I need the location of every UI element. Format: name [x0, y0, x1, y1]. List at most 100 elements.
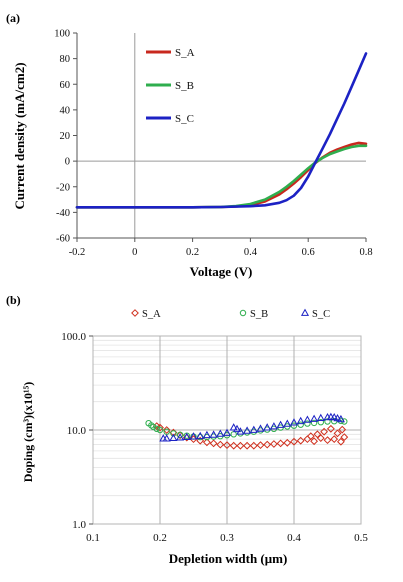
data-point-s-c	[269, 422, 278, 430]
data-point-s-a	[306, 432, 315, 441]
data-point-s-c	[263, 423, 272, 431]
data-point-s-a	[290, 437, 298, 446]
data-point-s-a	[236, 441, 245, 450]
y-tick-label: -60	[56, 234, 70, 245]
panel-a-x-axis-title: Voltage (V)	[190, 264, 253, 279]
data-point-s-a	[316, 434, 325, 443]
y-tick-label: 100.0	[61, 331, 86, 343]
data-point-s-c	[196, 431, 205, 440]
data-point-s-c	[216, 429, 225, 437]
y-tick-label: 60	[60, 80, 71, 91]
series-points-s-c	[159, 412, 345, 442]
data-point-s-b	[310, 419, 318, 427]
data-point-s-a	[256, 441, 265, 450]
data-point-s-a	[296, 436, 305, 445]
data-point-s-b	[290, 422, 298, 429]
y-tick-label: 80	[60, 54, 71, 65]
data-point-s-a	[336, 437, 345, 446]
series-line-s-b	[75, 144, 368, 209]
data-point-s-c	[189, 432, 198, 440]
data-point-s-a	[269, 440, 278, 448]
legend-marker-s-a	[131, 309, 139, 317]
data-point-s-b	[170, 430, 177, 437]
data-point-s-c	[289, 418, 299, 426]
legend-marker-s-c	[300, 308, 310, 316]
data-point-s-c	[316, 413, 325, 421]
data-point-s-c	[303, 415, 312, 423]
y-tick-label: 20	[60, 131, 71, 142]
data-point-s-a	[196, 436, 205, 445]
data-point-s-a	[216, 440, 225, 449]
data-point-s-c	[209, 430, 218, 438]
y-tick-label: 1.0	[72, 519, 86, 531]
x-tick-label: -0.2	[69, 247, 86, 258]
data-point-s-a	[229, 441, 238, 450]
panel-b-legend-markers	[131, 308, 310, 317]
x-tick-label: 0.6	[302, 247, 315, 258]
data-point-s-c	[182, 432, 191, 440]
data-point-s-c	[169, 433, 178, 441]
data-point-s-c	[202, 430, 211, 439]
panel-b-x-axis-title: Depletion width (μm)	[169, 551, 288, 566]
y-tick-label: -40	[56, 208, 70, 219]
legend-label-s-c: S_C	[175, 113, 194, 125]
panel-a-legend: S_A S_B S_C	[146, 47, 195, 125]
panel-b-y-axis-title: Doping (cm³)(x10¹⁵)	[21, 382, 35, 482]
panel-b-doping-chart: (b) S_A S_B S_C 1.0 10.0 100.0 0.1 0.2 0.3 0.4…	[6, 293, 368, 566]
data-point-s-c	[176, 433, 185, 441]
data-point-s-b	[153, 425, 160, 432]
data-point-s-a	[323, 436, 332, 445]
panel-a-y-axis-title: Current density (mA/cm2)	[12, 62, 27, 209]
x-tick-label: 0.2	[153, 532, 167, 544]
data-point-s-c	[310, 414, 319, 422]
panel-b-legend: S_A S_B S_C	[131, 308, 330, 320]
x-tick-label: 0.2	[186, 247, 199, 258]
data-point-s-a	[249, 441, 258, 450]
data-point-s-c	[333, 413, 342, 422]
series-line-s-a	[75, 141, 368, 209]
data-point-s-a	[283, 438, 292, 447]
data-point-s-c	[222, 428, 232, 436]
data-point-s-b	[304, 420, 311, 427]
data-point-s-c	[256, 424, 265, 432]
legend-label-s-a: S_A	[175, 47, 195, 59]
legend-label-s-b: S_B	[250, 309, 268, 320]
data-point-s-c	[276, 420, 285, 428]
panel-a-jv-chart: (a) -60 -40 -20 0 20 40 60 80 100 -0.2 0 0.2 0.4 0.6 0…	[6, 11, 373, 279]
data-point-s-b	[150, 423, 157, 431]
legend-label-s-b: S_B	[175, 80, 194, 92]
panel-a-ticks: -60 -40 -20 0 20 40 60 80 100 -0.2 0 0.2 0.4 0.6 0.8	[54, 29, 372, 259]
x-tick-label: 0.1	[86, 532, 100, 544]
legend-marker-s-b	[239, 309, 247, 317]
data-point-s-a	[338, 425, 347, 434]
panel-a-label: (a)	[6, 11, 20, 25]
x-tick-label: 0.4	[244, 247, 258, 258]
data-point-s-b	[324, 418, 331, 425]
data-point-s-c	[243, 426, 252, 434]
data-point-s-c	[236, 427, 245, 435]
data-point-s-c	[283, 419, 292, 427]
data-point-s-a	[243, 441, 252, 450]
panel-b-label: (b)	[6, 293, 21, 307]
data-point-s-a	[176, 431, 185, 440]
data-point-s-a	[313, 430, 322, 439]
data-point-s-a	[326, 424, 335, 433]
data-point-s-a	[276, 439, 285, 448]
data-point-s-c	[229, 423, 238, 431]
data-point-s-a	[263, 440, 272, 449]
data-point-s-b	[176, 431, 184, 438]
legend-label-s-c: S_C	[312, 309, 330, 320]
data-point-s-b	[156, 426, 164, 434]
data-point-s-c	[162, 434, 171, 442]
x-tick-label: 0.4	[287, 532, 301, 544]
x-tick-label: 0	[132, 247, 137, 258]
series-line-s-c	[75, 52, 368, 209]
data-point-s-a	[330, 435, 339, 444]
y-tick-label: 10.0	[67, 425, 87, 437]
y-tick-label: 0	[65, 157, 70, 168]
data-point-s-c	[232, 424, 242, 433]
legend-label-s-a: S_A	[142, 309, 161, 320]
panel-a-series	[75, 52, 368, 209]
